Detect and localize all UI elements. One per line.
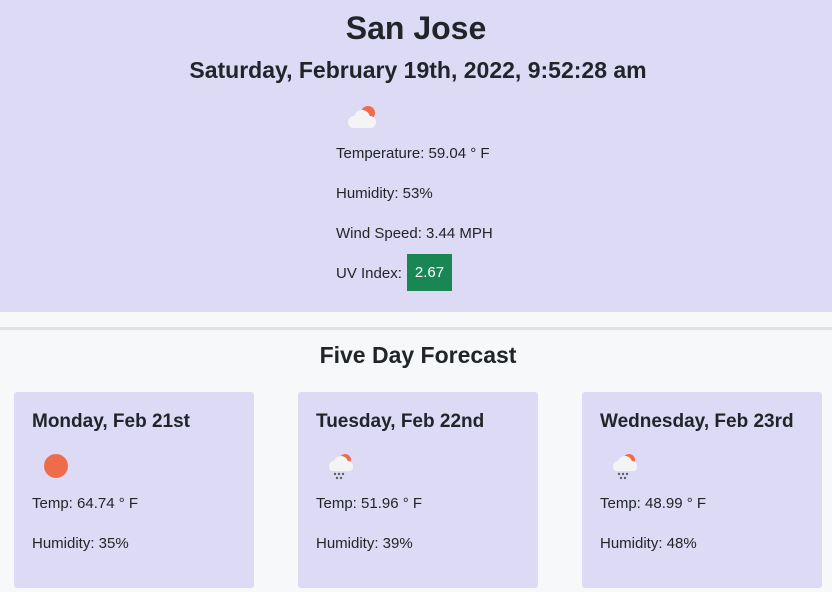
forecast-day: Monday, Feb 21st [32, 411, 191, 432]
forecast-title: Five Day Forecast [319, 342, 517, 368]
uv-index-label: UV Index: [336, 265, 402, 282]
section-divider [0, 327, 832, 330]
forecast-card: Tuesday, Feb 22nd Temp: 51.96 ° F Humidi… [298, 392, 538, 588]
current-wind-speed: Wind Speed: 3.44 MPH [336, 225, 493, 242]
rain-icon [329, 454, 353, 480]
uv-index-badge: 2.67 [407, 254, 452, 291]
rain-icon [613, 454, 637, 480]
forecast-card: Monday, Feb 21st Temp: 64.74 ° F Humidit… [14, 392, 254, 588]
forecast-temp: Temp: 64.74 ° F [32, 495, 139, 512]
forecast-humidity: Humidity: 39% [316, 535, 413, 552]
forecast-humidity: Humidity: 35% [32, 535, 129, 552]
current-datetime: Saturday, February 19th, 2022, 9:52:28 a… [189, 57, 647, 83]
current-humidity: Humidity: 53% [336, 185, 433, 202]
sun-icon [44, 454, 68, 478]
forecast-day: Tuesday, Feb 22nd [316, 411, 485, 432]
current-weather-panel: San Jose Saturday, February 19th, 2022, … [0, 0, 832, 312]
forecast-temp: Temp: 51.96 ° F [316, 495, 423, 512]
forecast-humidity: Humidity: 48% [600, 535, 697, 552]
forecast-day: Wednesday, Feb 23rd [600, 411, 794, 432]
city-name: San Jose [345, 10, 487, 46]
partly-cloudy-icon [348, 106, 376, 128]
forecast-temp: Temp: 48.99 ° F [600, 495, 707, 512]
current-temperature: Temperature: 59.04 ° F [336, 145, 490, 162]
forecast-card: Wednesday, Feb 23rd Temp: 48.99 ° F Humi… [582, 392, 822, 588]
